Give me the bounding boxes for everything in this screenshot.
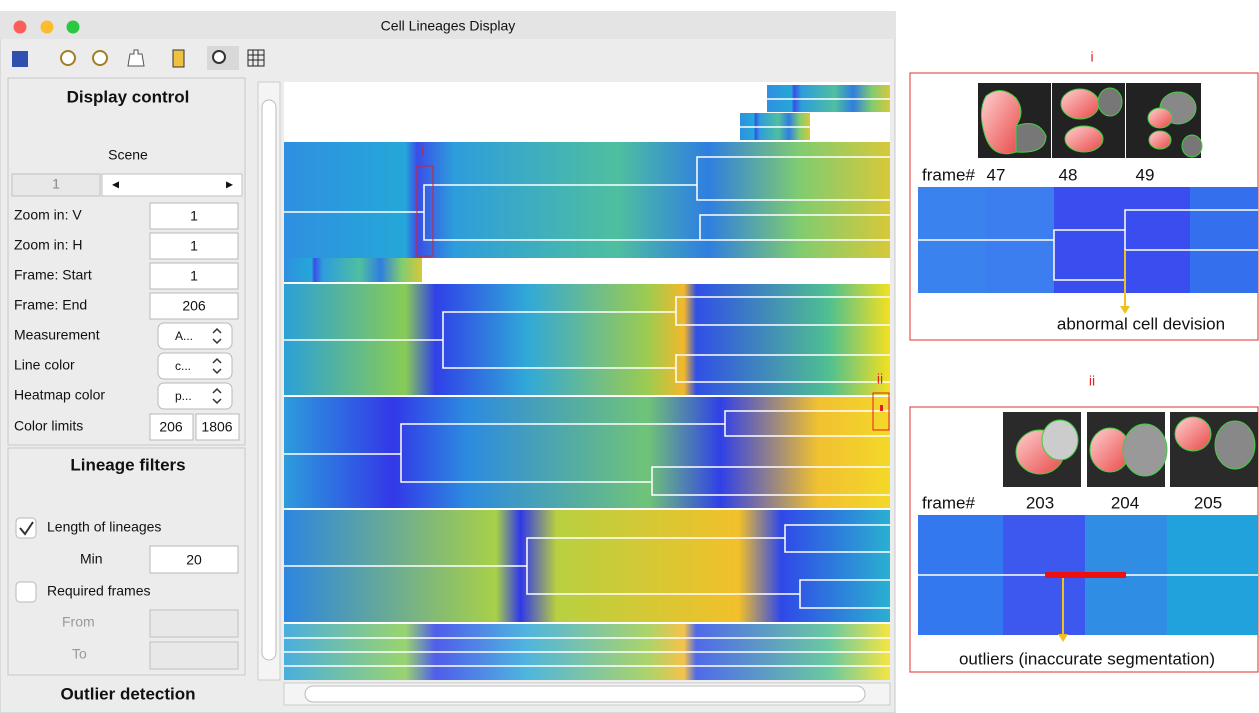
window-title: Cell Lineages Display bbox=[381, 18, 516, 34]
label: Min bbox=[80, 551, 103, 567]
cell-images bbox=[978, 83, 1202, 158]
datatip-icon[interactable] bbox=[213, 51, 225, 63]
annotation-marker: ii bbox=[877, 371, 883, 387]
frame-number: 203 bbox=[1026, 493, 1054, 512]
frame-number: 49 bbox=[1136, 165, 1155, 184]
dropdown-value: c... bbox=[175, 359, 191, 373]
input-value: 1 bbox=[190, 208, 198, 224]
cell bbox=[1065, 126, 1103, 152]
outlier-mark bbox=[880, 405, 883, 411]
label: Zoom in: H bbox=[14, 237, 82, 253]
heatmap-cell bbox=[1190, 187, 1258, 293]
heatmap-band bbox=[284, 258, 422, 282]
cell bbox=[1149, 131, 1171, 149]
label: From bbox=[62, 614, 95, 630]
label: Heatmap color bbox=[14, 387, 105, 403]
frame-number: 47 bbox=[987, 165, 1006, 184]
input[interactable] bbox=[150, 642, 238, 669]
colorbar-icon[interactable] bbox=[173, 50, 184, 67]
scene-value: 1 bbox=[52, 176, 60, 192]
slider-arrow: ◂ bbox=[112, 176, 119, 192]
cell bbox=[1098, 88, 1122, 116]
zoom-out-icon[interactable] bbox=[93, 51, 107, 65]
maximize-button[interactable] bbox=[67, 21, 80, 34]
frame-number: 48 bbox=[1059, 165, 1078, 184]
cell bbox=[1148, 108, 1172, 128]
annotation-marker: i bbox=[421, 143, 424, 159]
dropdown[interactable] bbox=[158, 323, 232, 349]
cell bbox=[1175, 417, 1211, 451]
zoomed-heatmap bbox=[918, 187, 1258, 293]
input-value: 206 bbox=[159, 419, 183, 435]
frame-label: frame# bbox=[922, 165, 975, 184]
input-value: 1 bbox=[190, 268, 198, 284]
panel-heading: Display control bbox=[67, 87, 190, 106]
dropdown[interactable] bbox=[158, 353, 232, 379]
scroll-thumb[interactable] bbox=[262, 100, 276, 660]
dropdown[interactable] bbox=[158, 383, 232, 409]
panel-heading: Lineage filters bbox=[70, 455, 185, 474]
input-value: 1 bbox=[190, 238, 198, 254]
input-value: 20 bbox=[186, 552, 202, 568]
cell bbox=[1182, 135, 1202, 157]
cell bbox=[1215, 421, 1255, 469]
cell bbox=[1123, 424, 1167, 476]
dropdown-value: A... bbox=[175, 329, 193, 343]
label: Frame: Start bbox=[14, 267, 92, 283]
panel-heading: Outlier detection bbox=[60, 684, 195, 703]
frame-number: 205 bbox=[1194, 493, 1222, 512]
zoom-in-icon[interactable] bbox=[61, 51, 75, 65]
label: Zoom in: V bbox=[14, 207, 82, 223]
label: To bbox=[72, 646, 87, 662]
heatmap-cell bbox=[1054, 187, 1190, 293]
dropdown-value: p... bbox=[175, 389, 192, 403]
label: Color limits bbox=[14, 418, 83, 434]
label: Line color bbox=[14, 357, 75, 373]
minimize-button[interactable] bbox=[41, 21, 54, 34]
label: Scene bbox=[108, 147, 148, 163]
label: Frame: End bbox=[14, 297, 87, 313]
caption: outliers (inaccurate segmentation) bbox=[959, 649, 1215, 668]
checkbox[interactable] bbox=[16, 582, 36, 602]
label: Required frames bbox=[47, 583, 151, 599]
cell bbox=[1042, 420, 1078, 460]
input[interactable] bbox=[150, 610, 238, 637]
close-button[interactable] bbox=[14, 21, 27, 34]
cell-images bbox=[1003, 412, 1258, 487]
scroll-thumb[interactable] bbox=[305, 686, 865, 702]
scene-slider[interactable] bbox=[102, 174, 242, 196]
annotation-label: i bbox=[1090, 49, 1093, 65]
input-value: 206 bbox=[182, 298, 206, 314]
checkbox[interactable] bbox=[16, 518, 36, 538]
zoomed-heatmap bbox=[918, 515, 1258, 635]
save-icon[interactable] bbox=[12, 51, 28, 67]
annotation-label: ii bbox=[1089, 373, 1095, 389]
caption: abnormal cell devision bbox=[1057, 314, 1225, 333]
input-value: 1806 bbox=[201, 419, 232, 435]
label: Length of lineages bbox=[47, 519, 161, 535]
screen: Cell Lineages Display Display control Sc… bbox=[0, 0, 1259, 713]
frame-label: frame# bbox=[922, 493, 975, 512]
label: Measurement bbox=[14, 327, 100, 343]
cell bbox=[1061, 89, 1099, 119]
heatmap-band bbox=[284, 397, 890, 508]
frame-number: 204 bbox=[1111, 493, 1139, 512]
outlier-mark bbox=[1045, 572, 1126, 578]
slider-arrow: ▸ bbox=[226, 176, 233, 192]
lineage-heatmap: i ii bbox=[284, 82, 890, 680]
